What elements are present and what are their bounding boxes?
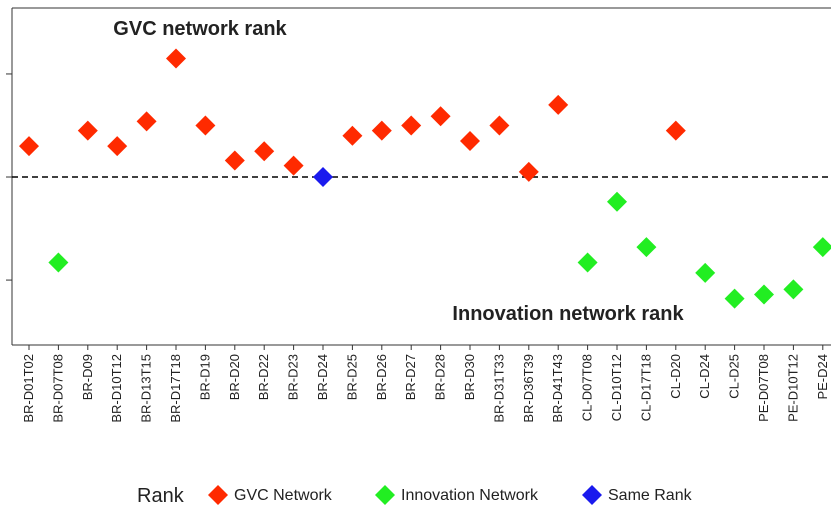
legend-label: Same Rank	[608, 487, 693, 504]
point	[19, 136, 39, 157]
x-tick-label: BR-D36T39	[521, 354, 536, 423]
x-tick-label: BR-D20	[227, 354, 242, 400]
x-tick-label: CL-D10T12	[609, 354, 624, 421]
x-tick-label: PE-D10T12	[785, 354, 800, 422]
point	[695, 262, 716, 283]
point	[607, 191, 627, 212]
x-tick-label: BR-D07T08	[50, 354, 65, 423]
x-tick-label: BR-D27	[403, 354, 418, 400]
point	[783, 279, 804, 300]
x-tick-label: BR-D41T43	[550, 354, 565, 423]
x-tick-label: BR-D24	[315, 354, 330, 400]
point	[430, 106, 451, 127]
point	[636, 237, 657, 258]
x-tick-label: CL-D17T18	[638, 354, 653, 421]
x-tick-label: BR-D13T15	[139, 354, 154, 423]
point	[283, 155, 304, 176]
legend-marker	[208, 485, 228, 505]
annotation: GVC network rank	[113, 18, 287, 40]
x-tick-label: BR-D28	[433, 354, 448, 400]
point	[489, 115, 510, 136]
x-tick-label: CL-D20	[668, 354, 683, 399]
point	[254, 141, 275, 162]
point	[460, 130, 480, 151]
point	[224, 150, 245, 171]
x-tick-label: PE-D07T08	[756, 354, 771, 422]
x-tick-label: BR-D22	[256, 354, 271, 400]
x-tick-label: BR-D30	[462, 354, 477, 400]
point	[195, 115, 216, 136]
x-tick-label: BR-D26	[374, 354, 389, 400]
point	[107, 136, 128, 157]
legend-label: Innovation Network	[401, 487, 539, 504]
point	[371, 120, 392, 141]
x-tick-label: CL-D25	[727, 354, 742, 399]
x-tick-label: BR-D17T18	[168, 354, 183, 423]
x-tick-label: BR-D31T33	[491, 354, 506, 423]
point	[724, 288, 745, 309]
point	[136, 111, 157, 132]
point	[313, 167, 333, 188]
point	[342, 125, 363, 146]
annotation: Innovation network rank	[452, 303, 684, 325]
legend-title: Rank	[137, 485, 185, 507]
x-tick-label: BR-D09	[80, 354, 95, 400]
x-tick-label: BR-D25	[344, 354, 359, 400]
legend-label: GVC Network	[234, 487, 333, 504]
point	[812, 237, 831, 258]
x-tick-label: CL-D07T08	[580, 354, 595, 421]
x-tick-label: BR-D19	[197, 354, 212, 400]
point	[77, 120, 98, 141]
point	[754, 284, 774, 305]
point	[548, 94, 569, 115]
x-tick-label: CL-D24	[697, 354, 712, 399]
point	[518, 161, 539, 182]
point	[166, 48, 186, 69]
point	[577, 252, 598, 273]
x-tick-label: BR-D23	[286, 354, 301, 400]
point	[48, 252, 69, 273]
point	[665, 120, 686, 141]
x-tick-label: PE-D24	[815, 354, 830, 400]
point	[401, 115, 422, 136]
x-tick-label: BR-D01T02	[21, 354, 36, 423]
legend-marker	[375, 485, 395, 505]
x-tick-label: BR-D10T12	[109, 354, 124, 423]
legend-marker	[582, 485, 602, 505]
